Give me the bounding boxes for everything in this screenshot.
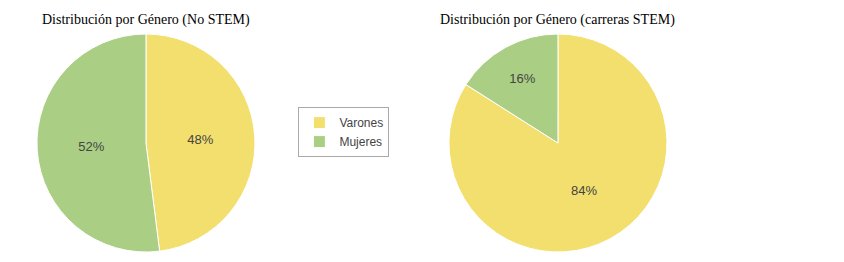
svg-text:Varones: Varones [339,116,383,130]
svg-text:16%: 16% [509,71,535,86]
svg-text:52%: 52% [78,139,104,154]
svg-text:48%: 48% [187,132,213,147]
svg-text:Distribución por Género (No ST: Distribución por Género (No STEM) [42,12,250,28]
svg-text:Distribución por Género (carre: Distribución por Género (carreras STEM) [440,12,675,28]
svg-text:Mujeres: Mujeres [339,135,382,149]
svg-text:84%: 84% [571,183,597,198]
